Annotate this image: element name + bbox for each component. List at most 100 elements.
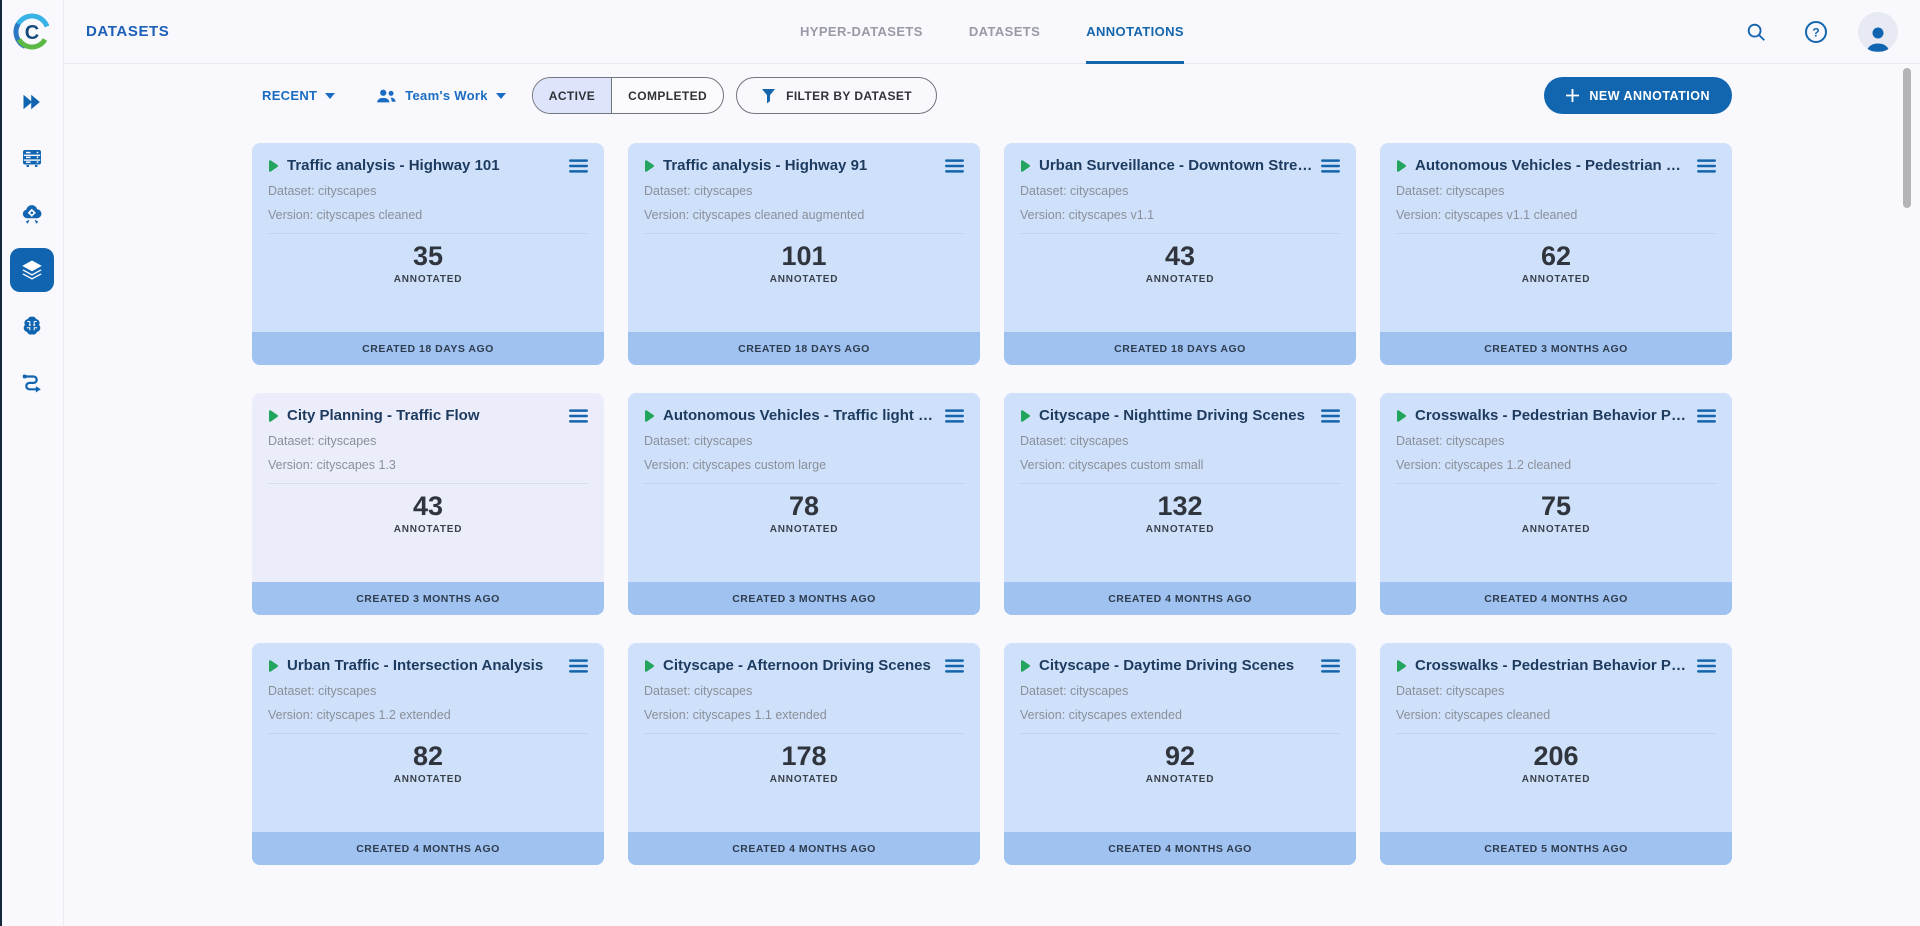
scope-dropdown[interactable]: Team's Work xyxy=(375,88,506,104)
card-menu-button[interactable] xyxy=(569,659,588,673)
card-annotated-count: 43 xyxy=(268,491,588,522)
launch-button[interactable] xyxy=(1396,660,1406,672)
annotation-card[interactable]: Crosswalks - Pedestrian Behavior P… Data… xyxy=(1380,393,1732,615)
card-menu-button[interactable] xyxy=(945,659,964,673)
card-created-badge: CREATED 4 MONTHS AGO xyxy=(1004,832,1356,865)
annotation-card[interactable]: City Planning - Traffic Flow Dataset: ci… xyxy=(252,393,604,615)
annotation-card[interactable]: Cityscape - Afternoon Driving Scenes Dat… xyxy=(628,643,980,865)
card-dataset: Dataset: cityscapes xyxy=(1396,434,1716,448)
card-menu-button[interactable] xyxy=(1321,159,1340,173)
pipeline-icon xyxy=(20,370,44,394)
launch-button[interactable] xyxy=(644,160,654,172)
toggle-completed[interactable]: COMPLETED xyxy=(611,78,723,113)
user-avatar[interactable] xyxy=(1858,12,1898,52)
annotation-card[interactable]: Crosswalks - Pedestrian Behavior P… Data… xyxy=(1380,643,1732,865)
card-created-badge: CREATED 4 MONTHS AGO xyxy=(1004,582,1356,615)
launch-button[interactable] xyxy=(1020,160,1030,172)
svg-text:C: C xyxy=(24,22,38,44)
card-dataset: Dataset: cityscapes xyxy=(1020,684,1340,698)
card-version: Version: cityscapes cleaned augmented xyxy=(644,208,964,222)
launch-button[interactable] xyxy=(644,410,654,422)
sidebar-item-pipelines[interactable] xyxy=(10,360,54,404)
card-version: Version: cityscapes custom small xyxy=(1020,458,1340,472)
annotation-card[interactable]: Traffic analysis - Highway 101 Dataset: … xyxy=(252,143,604,365)
launch-button[interactable] xyxy=(1396,410,1406,422)
filter-by-dataset-button[interactable]: FILTER BY DATASET xyxy=(736,77,937,114)
card-annotated-count: 206 xyxy=(1396,741,1716,772)
card-body: Traffic analysis - Highway 91 Dataset: c… xyxy=(628,143,980,285)
vertical-scrollbar[interactable] xyxy=(1903,68,1911,208)
sidebar-item-models[interactable] xyxy=(10,304,54,348)
card-title: Traffic analysis - Highway 101 xyxy=(287,157,560,174)
card-menu-button[interactable] xyxy=(1697,409,1716,423)
card-dataset: Dataset: cityscapes xyxy=(1396,184,1716,198)
card-title: Autonomous Vehicles - Traffic light … xyxy=(663,407,936,424)
server-icon xyxy=(20,146,44,170)
annotation-card[interactable]: Cityscape - Daytime Driving Scenes Datas… xyxy=(1004,643,1356,865)
card-body: Cityscape - Afternoon Driving Scenes Dat… xyxy=(628,643,980,785)
annotation-card[interactable]: Cityscape - Nighttime Driving Scenes Dat… xyxy=(1004,393,1356,615)
chevron-down-icon xyxy=(496,93,506,99)
card-annotated-label: ANNOTATED xyxy=(644,274,964,285)
card-created-badge: CREATED 5 MONTHS AGO xyxy=(1380,832,1732,865)
card-version: Version: cityscapes 1.1 extended xyxy=(644,708,964,722)
launch-button[interactable] xyxy=(1396,160,1406,172)
card-title: Traffic analysis - Highway 91 xyxy=(663,157,936,174)
card-dataset: Dataset: cityscapes xyxy=(644,684,964,698)
launch-button[interactable] xyxy=(1020,410,1030,422)
card-menu-button[interactable] xyxy=(1321,659,1340,673)
card-menu-button[interactable] xyxy=(945,409,964,423)
card-menu-button[interactable] xyxy=(1321,409,1340,423)
toolbar: RECENT Team's Work ACTIVE COMPLETED xyxy=(252,77,1732,114)
new-annotation-button[interactable]: NEW ANNOTATION xyxy=(1544,77,1732,114)
annotation-card[interactable]: Traffic analysis - Highway 91 Dataset: c… xyxy=(628,143,980,365)
sidebar-item-start[interactable] xyxy=(10,80,54,124)
sort-dropdown[interactable]: RECENT xyxy=(262,88,335,103)
play-icon xyxy=(1396,660,1406,672)
card-divider xyxy=(268,233,588,234)
card-created-badge: CREATED 4 MONTHS AGO xyxy=(1380,582,1732,615)
card-version: Version: cityscapes 1.3 xyxy=(268,458,588,472)
toggle-active[interactable]: ACTIVE xyxy=(533,78,611,113)
annotation-card[interactable]: Urban Surveillance - Downtown Stre… Data… xyxy=(1004,143,1356,365)
card-body: Crosswalks - Pedestrian Behavior P… Data… xyxy=(1380,643,1732,785)
card-dataset: Dataset: cityscapes xyxy=(644,184,964,198)
launch-button[interactable] xyxy=(268,160,278,172)
card-annotated-count: 35 xyxy=(268,241,588,272)
card-menu-button[interactable] xyxy=(569,409,588,423)
sidebar-item-data[interactable] xyxy=(10,136,54,180)
annotation-card[interactable]: Autonomous Vehicles - Traffic light … Da… xyxy=(628,393,980,615)
launch-button[interactable] xyxy=(268,410,278,422)
hamburger-menu-icon xyxy=(569,159,588,173)
annotation-card[interactable]: Urban Traffic - Intersection Analysis Da… xyxy=(252,643,604,865)
card-divider xyxy=(1020,483,1340,484)
tab-annotations[interactable]: ANNOTATIONS xyxy=(1086,0,1184,64)
sidebar-item-annotations[interactable] xyxy=(10,248,54,292)
card-menu-button[interactable] xyxy=(945,159,964,173)
tab-datasets[interactable]: DATASETS xyxy=(969,0,1040,64)
window-edge xyxy=(0,0,2,926)
launch-button[interactable] xyxy=(644,660,654,672)
card-body: Cityscape - Daytime Driving Scenes Datas… xyxy=(1004,643,1356,785)
double-chevron-icon xyxy=(20,90,44,114)
launch-button[interactable] xyxy=(1020,660,1030,672)
card-annotated-label: ANNOTATED xyxy=(1396,524,1716,535)
tab-hyper-datasets[interactable]: HYPER-DATASETS xyxy=(800,0,923,64)
card-menu-button[interactable] xyxy=(1697,659,1716,673)
hamburger-menu-icon xyxy=(945,659,964,673)
card-annotated-label: ANNOTATED xyxy=(1020,774,1340,785)
sidebar-item-deploy[interactable] xyxy=(10,192,54,236)
search-button[interactable] xyxy=(1738,14,1774,50)
help-button[interactable]: ? xyxy=(1798,14,1834,50)
play-icon xyxy=(268,160,278,172)
card-divider xyxy=(1020,233,1340,234)
search-icon xyxy=(1745,21,1767,43)
launch-button[interactable] xyxy=(268,660,278,672)
card-menu-button[interactable] xyxy=(1697,159,1716,173)
card-menu-button[interactable] xyxy=(569,159,588,173)
filter-label: FILTER BY DATASET xyxy=(786,89,912,103)
annotation-card[interactable]: Autonomous Vehicles - Pedestrian … Datas… xyxy=(1380,143,1732,365)
app-logo[interactable]: C xyxy=(12,0,52,64)
play-icon xyxy=(268,410,278,422)
card-divider xyxy=(1396,483,1716,484)
